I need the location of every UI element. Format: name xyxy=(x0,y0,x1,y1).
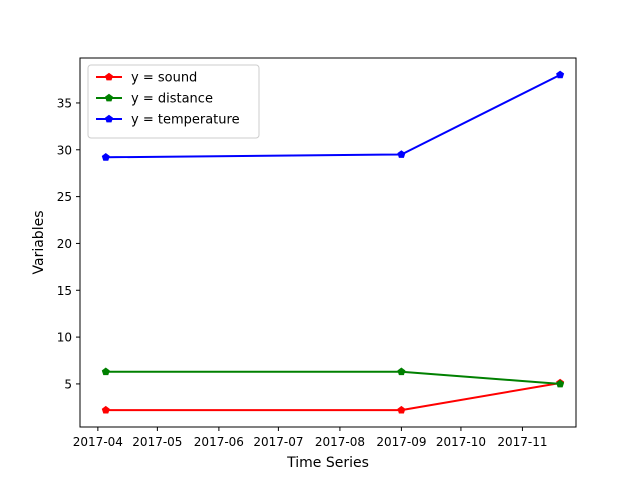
legend-item: y = temperature xyxy=(96,113,240,128)
x-tick-label: 2017-08 xyxy=(315,435,365,449)
legend-label: y = distance xyxy=(131,92,213,107)
legend-marker xyxy=(104,114,114,123)
y-tick-label: 35 xyxy=(57,96,72,110)
legend-box xyxy=(87,64,260,139)
y-axis-ticks: 5 10 15 20 25 30 35 xyxy=(57,96,80,391)
y-tick-label: 30 xyxy=(57,143,72,157)
y-tick-label: 5 xyxy=(64,377,72,391)
data-point xyxy=(397,405,406,414)
data-point xyxy=(101,367,110,376)
data-point xyxy=(397,150,406,158)
data-point xyxy=(101,153,110,161)
x-axis-ticks: 2017-04 2017-05 2017-06 2017-07 2017-08 2017-… xyxy=(73,427,548,449)
y-tick-label: 10 xyxy=(57,331,72,345)
data-point xyxy=(556,379,565,388)
y-tick-label: 25 xyxy=(57,190,72,204)
x-tick-label: 2017-04 xyxy=(73,435,123,449)
x-tick-label: 2017-06 xyxy=(194,435,244,449)
legend-item: y = distance xyxy=(96,92,213,107)
x-tick-label: 2017-11 xyxy=(497,435,547,449)
x-tick-label: 2017-05 xyxy=(132,435,182,449)
y-tick-label: 20 xyxy=(57,237,72,251)
data-point xyxy=(556,70,565,79)
legend-marker xyxy=(104,72,114,81)
series-layer xyxy=(101,70,565,414)
x-tick-label: 2017-10 xyxy=(436,435,486,449)
y-axis-label: Variables xyxy=(31,211,47,275)
legend-label: y = sound xyxy=(131,71,197,86)
y-tick-label: 15 xyxy=(57,284,72,298)
series-1 xyxy=(101,367,565,388)
legend: y = sound y = distance y = temperature xyxy=(87,64,260,139)
legend-item: y = sound xyxy=(96,71,197,86)
series-2 xyxy=(101,70,565,161)
legend-marker xyxy=(104,93,114,102)
x-axis-label: Time Series xyxy=(286,455,369,471)
legend-label: y = temperature xyxy=(131,113,240,128)
data-point xyxy=(101,405,110,414)
data-point xyxy=(397,367,406,376)
x-tick-label: 2017-07 xyxy=(253,435,303,449)
plot-area-frame xyxy=(79,57,577,428)
x-tick-label: 2017-09 xyxy=(376,435,426,449)
